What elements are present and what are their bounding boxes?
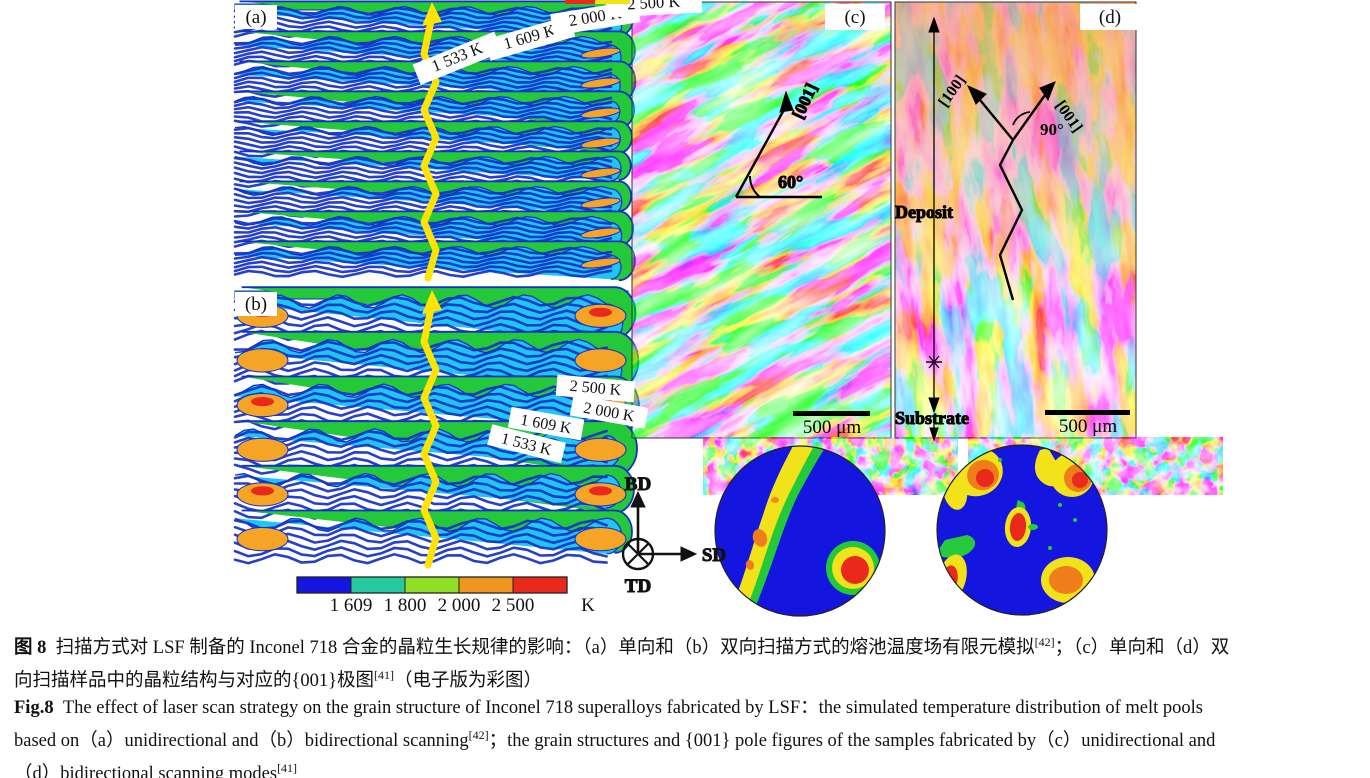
svg-text:500 μm: 500 μm: [1059, 416, 1117, 437]
svg-text:(a): (a): [245, 7, 266, 28]
svg-text:(c): (c): [844, 7, 865, 28]
svg-text:500 μm: 500 μm: [803, 417, 861, 438]
svg-text:TD: TD: [625, 576, 651, 597]
svg-text:1 800: 1 800: [384, 595, 427, 616]
svg-text:Deposit: Deposit: [895, 202, 953, 222]
svg-text:K: K: [581, 595, 595, 616]
svg-text:(b): (b): [245, 294, 267, 315]
svg-text:2 500: 2 500: [492, 595, 535, 616]
svg-text:SD: SD: [702, 545, 726, 566]
svg-text:(d): (d): [1099, 7, 1121, 28]
svg-text:2 000: 2 000: [438, 595, 481, 616]
svg-text:90°: 90°: [1040, 120, 1064, 139]
svg-text:1 609: 1 609: [330, 595, 373, 616]
svg-text:60°: 60°: [778, 172, 803, 192]
svg-text:BD: BD: [625, 474, 651, 495]
svg-text:Substrate: Substrate: [895, 408, 969, 428]
